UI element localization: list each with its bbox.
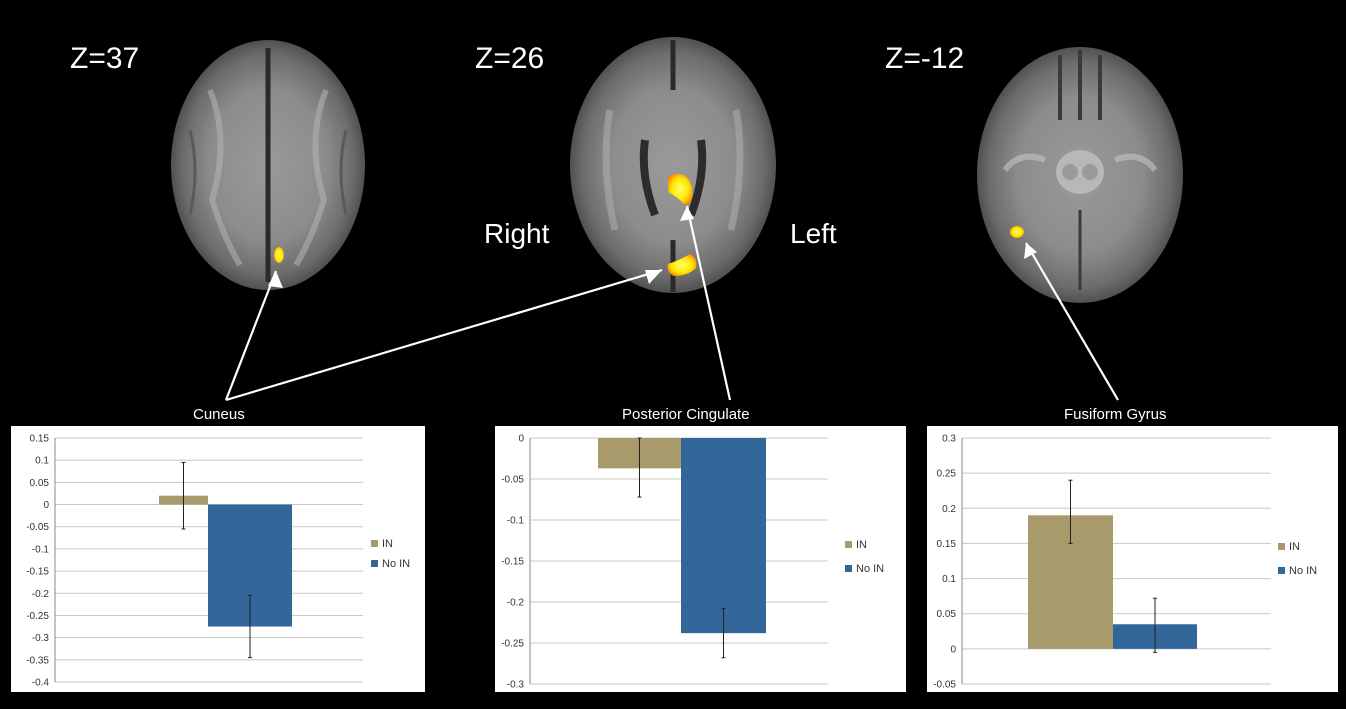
error-bar-in (1068, 479, 1073, 544)
y-tick-label: 0.1 (942, 574, 956, 585)
y-tick-label: -0.2 (32, 589, 50, 600)
y-tick-label: 0.1 (35, 456, 49, 467)
y-tick-label: 0.3 (942, 434, 956, 445)
chart-fusiform-gyrus: 0.3 0.25 0.2 0.15 0.1 0.05 0 -0.05 IN No IN (933, 434, 1317, 691)
y-tick-label: -0.25 (501, 639, 524, 650)
y-tick-label: -0.05 (933, 680, 956, 691)
y-tick-label: 0.15 (30, 434, 50, 445)
activation-posterior-cingulate (668, 174, 693, 205)
y-tick-label: 0.15 (937, 539, 957, 550)
y-tick-label: 0.05 (937, 609, 957, 620)
chart-panel-cuneus: 0.15 0.1 0.05 0 -0.05 -0.1 -0.15 -0.2 -0.25 -0.3 -… (11, 426, 425, 692)
y-tick-label: 0 (950, 644, 956, 655)
error-bar-in (181, 461, 186, 530)
brain-slice-z37 (171, 40, 365, 290)
y-tick-label: 0.05 (30, 478, 50, 489)
y-tick-label: 0.25 (937, 469, 957, 480)
y-tick-label: 0 (43, 500, 49, 511)
slice-label-z26: Z=26 (475, 42, 545, 75)
error-bar-no-in (248, 594, 252, 659)
activation-cuneus-z26 (667, 254, 697, 276)
y-tick-label: -0.35 (26, 655, 49, 666)
legend-swatch-no-in (371, 560, 378, 567)
y-tick-label: -0.15 (501, 557, 524, 568)
y-tick-label: 0.2 (942, 504, 956, 515)
activation-cuneus-z37 (274, 247, 284, 263)
chart-panel-fusiform-gyrus: 0.3 0.25 0.2 0.15 0.1 0.05 0 -0.05 IN No IN (927, 426, 1338, 692)
region-title-fusiform-gyrus: Fusiform Gyrus (1064, 406, 1167, 423)
chart-panel-posterior-cingulate: 0 -0.05 -0.1 -0.15 -0.2 -0.25 -0.3 IN No IN (495, 426, 906, 692)
legend-swatch-no-in (1278, 567, 1285, 574)
legend-label-no-in: No IN (856, 563, 884, 575)
legend-label-no-in: No IN (382, 558, 410, 570)
y-tick-label: -0.1 (507, 516, 525, 527)
error-bar-no-in (1153, 597, 1157, 653)
orientation-right: Right (484, 218, 550, 249)
pointer-arrows (224, 205, 1119, 402)
brain-slice-z26 (570, 37, 776, 293)
y-tick-label: -0.2 (507, 598, 525, 609)
y-tick-label: -0.3 (507, 680, 525, 691)
legend-swatch-in (845, 541, 852, 548)
legend-label-in: IN (856, 539, 867, 551)
region-title-cuneus: Cuneus (193, 406, 245, 423)
error-bar-in (637, 437, 642, 498)
region-title-posterior-cingulate: Posterior Cingulate (622, 406, 750, 423)
chart-cuneus: 0.15 0.1 0.05 0 -0.05 -0.1 -0.15 -0.2 -0.25 -0.3 -… (26, 434, 410, 689)
y-tick-label: -0.05 (501, 475, 524, 486)
legend-swatch-in (371, 540, 378, 547)
y-tick-label: -0.05 (26, 522, 49, 533)
legend-swatch-in (1278, 543, 1285, 550)
brain-slices (171, 37, 1183, 402)
activation-fusiform (1010, 226, 1024, 238)
legend-label-in: IN (382, 538, 393, 550)
chart-posterior-cingulate: 0 -0.05 -0.1 -0.15 -0.2 -0.25 -0.3 IN No IN (501, 434, 884, 691)
y-tick-label: -0.25 (26, 611, 49, 622)
orientation-left: Left (790, 218, 837, 249)
y-tick-label: -0.15 (26, 567, 49, 578)
bar-no-in (681, 438, 766, 634)
slice-label-z-12: Z=-12 (885, 42, 965, 75)
legend-swatch-no-in (845, 565, 852, 572)
y-tick-label: -0.3 (32, 633, 50, 644)
slice-label-z37: Z=37 (70, 42, 140, 75)
y-tick-label: -0.1 (32, 544, 50, 555)
y-tick-label: -0.4 (32, 678, 50, 689)
error-bar-no-in (721, 608, 726, 659)
brain-slice-z-12 (977, 47, 1183, 303)
legend-label-in: IN (1289, 541, 1300, 553)
legend-label-no-in: No IN (1289, 565, 1317, 577)
y-tick-label: 0 (518, 434, 524, 445)
